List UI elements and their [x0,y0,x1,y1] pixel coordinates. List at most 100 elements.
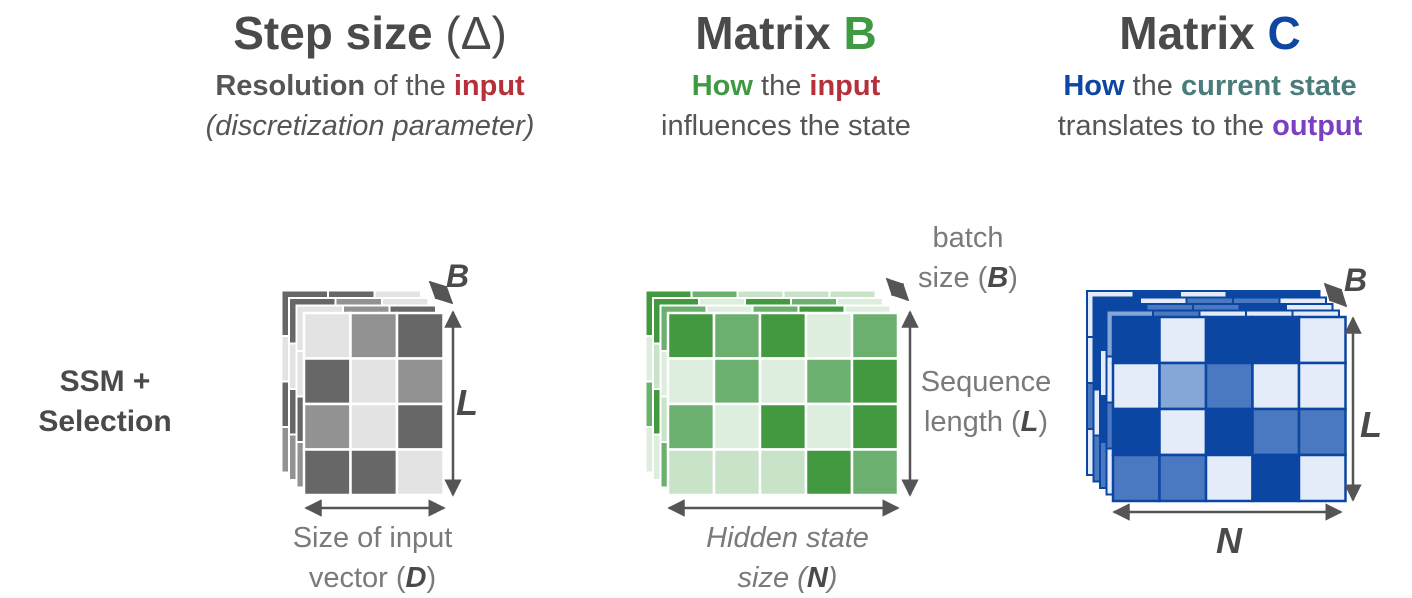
matrix-b-grid-cell [758,311,808,360]
matrix-b-subtitle-line1: How the input [570,66,1002,106]
matrix-c-grid-cell [1204,315,1254,365]
delta-title: Step size (Δ) [170,6,570,60]
matrix-b-title-symbol: B [843,7,877,59]
matrix-b-grid-cell [850,448,900,497]
matrix-b-grid-cell [666,402,716,451]
delta-length-label: L [456,382,478,423]
matrix-c-subtitle-line2: translates to the output [1010,106,1410,146]
matrix-b-grid-cell [804,448,854,497]
b-batch-label-line2: size (B) [900,258,1036,298]
matrix-b-title: Matrix B [586,6,986,60]
matrix-c-grid-cell [1111,361,1161,411]
b-batch-prefix: size ( [918,262,988,294]
delta-grid-cell [395,402,445,451]
delta-sub-part-resolution: Resolution [215,70,366,102]
delta-batch-label: B [446,258,470,294]
b-length-label-line2: length (L) [906,402,1066,442]
matrix-b-title-main: Matrix [695,7,831,59]
matrix-b-subtitle: How the input influences the state [570,66,1002,146]
matrix-c-grid-cell [1158,315,1208,365]
matrix-c-grid-cell [1204,407,1254,457]
row-label: SSM + Selection [20,362,190,442]
matrix-c-grid-stack [1086,290,1347,503]
delta-grid-cell [302,402,352,451]
c-sub-part-how: How [1063,70,1125,102]
c-batch-label: B [1344,262,1368,298]
delta-title-symbol: (Δ) [445,7,507,59]
matrix-c-grid-cell [1111,453,1161,503]
matrix-b-grid-cell [850,311,900,360]
matrix-c-grid-cell [1251,315,1301,365]
b-sub-part-input: input [809,70,881,102]
b-batch-label: batch size (B) [900,218,1036,298]
matrix-b-grid-cell [804,357,854,406]
delta-title-main: Step size [233,7,433,59]
matrix-b-grid-stack [644,289,900,497]
delta-grid-cell [349,311,399,360]
b-length-var: L [1020,406,1039,438]
b-batch-suffix: ) [1008,262,1018,294]
b-length-suffix: ) [1038,406,1049,438]
b-batch-arrow [885,277,910,302]
delta-sub-part-of-the: of the [365,70,454,102]
matrix-b-grid-cell [758,448,808,497]
c-length-label: L [1360,404,1382,445]
matrix-c-grid-cell [1204,361,1254,411]
matrix-b-grid-cell [804,311,854,360]
c-width-label: N [1216,520,1242,561]
b-batch-label-line1: batch [932,222,1004,254]
matrix-b-grid-cell [666,448,716,497]
matrix-c-grid-cell [1158,361,1208,411]
matrix-c-grid-cell [1111,407,1161,457]
matrix-b-grid-cell [758,402,808,451]
delta-grid-cell [395,448,445,497]
delta-width-suffix: ) [426,562,437,594]
matrix-b-grid-cell [804,402,854,451]
b-sub-part-the: the [752,70,810,102]
delta-width-label-line1: Size of input [292,522,453,554]
matrix-c-title-symbol: C [1267,7,1301,59]
c-sub-part-translates: translates to the [1057,110,1273,142]
matrix-c-grid-cell [1158,453,1208,503]
row-label-line1: SSM + [59,365,151,398]
matrix-c-grid-cell [1111,315,1161,365]
delta-subtitle: Resolution of the input (discretization … [140,66,600,146]
matrix-c-grid-cell [1251,361,1301,411]
delta-grid-cell [302,311,352,360]
delta-grid-cell [349,357,399,406]
b-width-label-line2: size (N) [665,558,910,598]
matrix-c-grid-cell [1297,315,1347,365]
delta-grid-cell [302,357,352,406]
b-length-label-line1: Sequence [920,366,1052,398]
matrix-c-grid-cell [1297,361,1347,411]
delta-subtitle-line1: Resolution of the input [140,66,600,106]
b-width-suffix: ) [827,562,838,594]
c-batch-arrow [1323,282,1348,308]
b-length-label: Sequence length (L) [906,362,1066,442]
matrix-b-grid-cell [712,311,762,360]
b-width-var: N [806,562,828,594]
matrix-c-grid-cell [1297,407,1347,457]
b-width-prefix: size ( [737,562,807,594]
matrix-c-grid-cell [1204,453,1254,503]
delta-width-prefix: vector ( [308,562,406,594]
matrix-c-grid-cell [1158,407,1208,457]
b-width-label-line1: Hidden state [706,522,869,554]
b-length-prefix: length ( [923,406,1021,438]
matrix-c-grid-cell [1251,453,1301,503]
matrix-b-grid-cell [850,402,900,451]
delta-batch-arrow [428,280,454,305]
matrix-b-grid-cell [666,357,716,406]
matrix-b-grid-cell [712,357,762,406]
matrix-b-grid-cell [758,357,808,406]
c-sub-part-current-state: current state [1180,70,1357,102]
matrix-b-subtitle-line2: influences the state [661,110,911,142]
b-width-label: Hidden state size (N) [665,518,910,598]
matrix-b-grid-cell [712,402,762,451]
delta-width-label: Size of input vector (D) [250,518,495,598]
delta-grid-cell [302,448,352,497]
delta-width-var: D [405,562,427,594]
matrix-b-grid-cell [712,448,762,497]
c-sub-part-the: the [1124,70,1181,102]
matrix-c-subtitle: How the current state translates to the … [1010,66,1410,146]
